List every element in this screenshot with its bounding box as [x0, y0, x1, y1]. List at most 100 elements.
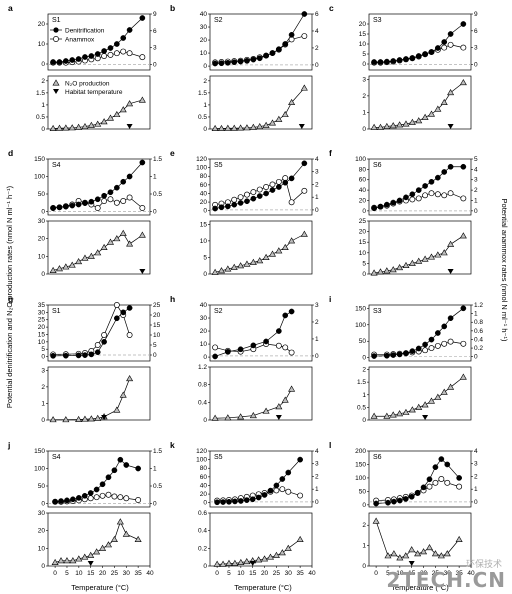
- left-tick-label: 25: [359, 218, 367, 225]
- x-tick-label: 15: [87, 570, 95, 577]
- denitrification-point: [82, 200, 88, 206]
- denitrification-point: [244, 58, 250, 64]
- x-tick-label: 35: [297, 570, 305, 577]
- anammox-point: [113, 50, 120, 57]
- watermark-cn: 环保技术: [465, 560, 502, 570]
- left-tick-label: 0.2: [198, 545, 207, 552]
- denitrification-point: [428, 49, 435, 55]
- denitrification-point: [220, 499, 226, 505]
- anammox-point: [263, 184, 270, 190]
- legend-denitrification: Denitrification: [65, 27, 105, 34]
- denitrification-point: [82, 54, 88, 60]
- left-tick-label: 80: [359, 166, 367, 173]
- denitrification-point: [114, 184, 120, 191]
- denitrification-point: [282, 179, 289, 186]
- right-tick-label: 1: [474, 311, 478, 318]
- n2o-point: [219, 560, 227, 567]
- denitrification-point: [88, 198, 95, 205]
- denitrification-point: [58, 498, 64, 504]
- x-tick-label: 35: [135, 570, 143, 577]
- n2o-point: [225, 559, 233, 566]
- panel-letter: i: [329, 294, 331, 304]
- top-plot-frame: [368, 450, 472, 508]
- n2o-point: [100, 118, 108, 125]
- x-tick-label: 10: [75, 570, 83, 577]
- anammox-point: [273, 487, 280, 494]
- anammox-point: [126, 194, 133, 201]
- n2o-point: [237, 262, 245, 269]
- n2o-point: [408, 406, 416, 413]
- panel-letter: a: [8, 3, 13, 13]
- left-tick-label: 10: [38, 41, 46, 48]
- denitrification-point: [56, 204, 63, 211]
- right-tick-label: 3: [474, 45, 478, 52]
- denitrification-point: [390, 199, 397, 206]
- denitrification-point: [255, 494, 262, 501]
- n2o-point: [275, 247, 283, 254]
- denitrification-point: [50, 59, 56, 65]
- n2o-point: [49, 416, 57, 423]
- habitat-temperature-marker: [87, 561, 94, 566]
- n2o-point: [213, 560, 221, 567]
- bottom-plot-frame: [47, 220, 151, 275]
- n2o-point: [261, 555, 269, 562]
- n2o-point: [62, 263, 70, 270]
- n2o-point: [434, 393, 442, 400]
- left-tick-label: 5: [203, 254, 207, 261]
- left-tick-label: 60: [200, 182, 208, 189]
- denitrification-point: [408, 493, 415, 500]
- right-tick-label: 0.2: [474, 345, 483, 352]
- panels-group: aS101020036900.511.52DenitrificationAnam…: [7, 3, 483, 577]
- bottom-plot-frame: [368, 366, 472, 421]
- left-tick-label: 10: [359, 250, 367, 257]
- left-tick-label: 20: [38, 528, 46, 535]
- n2o-point: [262, 407, 270, 414]
- x-tick-label: 30: [285, 570, 293, 577]
- n2o-point: [75, 123, 83, 130]
- anammox-point: [123, 495, 130, 502]
- n2o-point: [383, 122, 391, 130]
- denitrification-point: [111, 467, 118, 474]
- denitrification-point: [126, 305, 133, 311]
- denitrification-point: [422, 183, 428, 189]
- anammox-point: [456, 483, 463, 490]
- left-tick-label: 20: [38, 324, 46, 331]
- left-tick-label: 1.5: [36, 90, 45, 97]
- site-label: S1: [52, 308, 61, 315]
- left-tick-label: 5: [362, 260, 366, 267]
- n2o-point: [440, 388, 448, 395]
- x-axis-label-j: Temperature (°C): [71, 583, 129, 592]
- left-tick-label: 20: [359, 21, 367, 28]
- denitrification-point: [263, 338, 269, 345]
- denitrification-point: [117, 456, 124, 463]
- right-tick-label: 4: [315, 156, 319, 163]
- n2o-point: [440, 98, 448, 105]
- right-tick-label: 3: [315, 461, 319, 468]
- denitrification-point: [390, 352, 397, 358]
- anammox-point: [447, 190, 454, 197]
- bottom-plot-frame: [209, 512, 313, 567]
- denitrification-point: [63, 58, 69, 64]
- anammox-point: [120, 198, 127, 204]
- panel-letter: h: [170, 294, 175, 304]
- n2o-point: [49, 266, 57, 273]
- denitrification-point: [63, 352, 69, 359]
- right-tick-label: 3: [315, 169, 319, 176]
- n2o-point: [62, 124, 70, 131]
- denitrification-point: [212, 353, 218, 360]
- legend-anammox-symbol: [53, 36, 59, 42]
- left-tick-label: 0: [203, 63, 207, 70]
- anammox-point: [99, 492, 106, 499]
- denitrification-point: [87, 490, 94, 496]
- left-tick-label: 100: [355, 156, 366, 163]
- denitrification-point: [435, 174, 441, 181]
- right-tick-label: 5: [474, 156, 478, 163]
- right-tick-label: 6: [153, 28, 157, 35]
- left-tick-label: 0: [362, 355, 366, 362]
- n2o-point: [63, 557, 71, 564]
- n2o-point: [262, 121, 270, 128]
